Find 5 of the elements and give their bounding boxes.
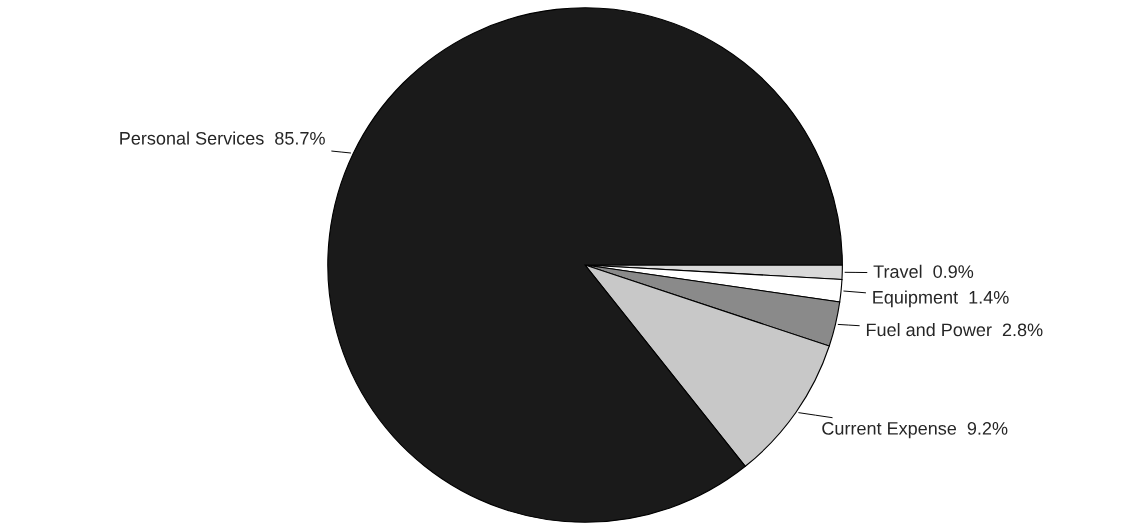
slice-label: Equipment 1.4% <box>873 290 1009 308</box>
slice-label: Travel 0.9% <box>873 264 974 278</box>
slice-label: Fuel and Power 2.8% <box>866 322 1043 337</box>
slice-label: Personal Services 85.7% <box>120 131 325 145</box>
slice-label: Current Expense 9.2% <box>822 422 1008 439</box>
